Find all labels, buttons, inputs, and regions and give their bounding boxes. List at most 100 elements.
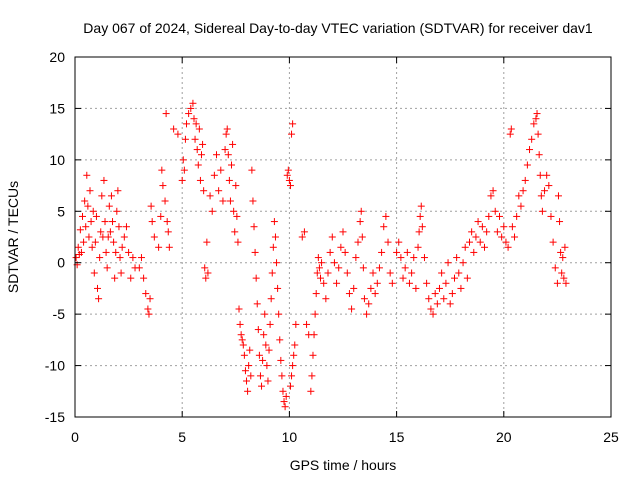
data-point [537, 192, 545, 200]
data-point [265, 346, 273, 354]
data-point [427, 305, 435, 313]
data-point [493, 228, 501, 236]
data-point [256, 372, 264, 380]
data-point [193, 146, 201, 154]
data-point [254, 326, 262, 334]
data-point [314, 254, 322, 262]
data-point [263, 362, 271, 370]
data-point [74, 243, 82, 251]
data-point [399, 274, 407, 282]
data-point [560, 274, 568, 282]
data-point [557, 248, 565, 256]
data-point [511, 233, 519, 241]
data-point [438, 269, 446, 277]
data-point [129, 254, 137, 262]
data-point [158, 166, 166, 174]
data-point [178, 176, 186, 184]
axis-ticks: 0 5 10 15 20 25 -15 -10 -5 0 5 10 15 20 [45, 49, 619, 445]
data-point [174, 130, 182, 138]
data-point [530, 120, 538, 128]
data-point [79, 212, 87, 220]
y-axis-label: SDTVAR / TECUs [5, 181, 21, 293]
data-point [238, 336, 246, 344]
data-point [155, 243, 163, 251]
data-point [276, 336, 284, 344]
data-point [517, 202, 525, 210]
data-point [239, 341, 247, 349]
data-point [360, 295, 368, 303]
data-point [190, 115, 198, 123]
data-point [543, 171, 551, 179]
data-point [549, 238, 557, 246]
data-point [498, 233, 506, 241]
data-point [203, 238, 211, 246]
data-point [84, 202, 92, 210]
data-point [253, 300, 261, 308]
data-point [288, 372, 296, 380]
data-point [148, 218, 156, 226]
data-point [491, 207, 499, 215]
data-point [89, 207, 97, 215]
data-point [120, 233, 128, 241]
x-tick-label: 0 [71, 429, 79, 445]
data-point [102, 248, 110, 256]
data-point [150, 233, 158, 241]
data-point [273, 259, 281, 267]
data-point [194, 161, 202, 169]
data-point [95, 295, 103, 303]
data-point [229, 140, 237, 148]
data-point [416, 212, 424, 220]
data-point [82, 223, 90, 231]
data-point [142, 290, 150, 298]
data-point [266, 320, 274, 328]
data-point [92, 212, 100, 220]
data-point [448, 290, 456, 298]
data-point [290, 351, 298, 359]
data-point [292, 320, 300, 328]
data-point [554, 192, 562, 200]
data-point [367, 284, 375, 292]
data-point [541, 187, 549, 195]
data-point [358, 233, 366, 241]
data-point [562, 279, 570, 287]
plot-frame [74, 56, 612, 418]
data-point [341, 248, 349, 256]
data-point [318, 259, 326, 267]
data-point [283, 171, 291, 179]
data-point [260, 331, 268, 339]
data-point [88, 243, 96, 251]
data-point [417, 202, 425, 210]
data-point [393, 248, 401, 256]
data-point [223, 125, 231, 133]
data-point [201, 264, 209, 272]
data-point [286, 382, 294, 390]
data-point [161, 197, 169, 205]
data-point [77, 248, 85, 256]
data-point [116, 254, 124, 262]
data-point [285, 176, 293, 184]
data-point [90, 269, 98, 277]
data-point [363, 310, 371, 318]
data-point [225, 176, 233, 184]
data-point [232, 182, 240, 190]
data-point [459, 259, 467, 267]
data-point [122, 223, 130, 231]
data-point [561, 243, 569, 251]
data-point [86, 187, 94, 195]
data-point [244, 387, 252, 395]
data-point [359, 264, 367, 272]
data-point [463, 274, 471, 282]
data-point [395, 238, 403, 246]
data-point [470, 248, 478, 256]
data-point [536, 171, 544, 179]
data-point [81, 197, 89, 205]
data-point [228, 161, 236, 169]
data-point [513, 212, 521, 220]
data-point [145, 310, 153, 318]
data-point [241, 367, 249, 375]
data-point [199, 140, 207, 148]
data-point [357, 207, 365, 215]
x-axis-label: GPS time / hours [290, 457, 397, 473]
data-point [269, 243, 277, 251]
